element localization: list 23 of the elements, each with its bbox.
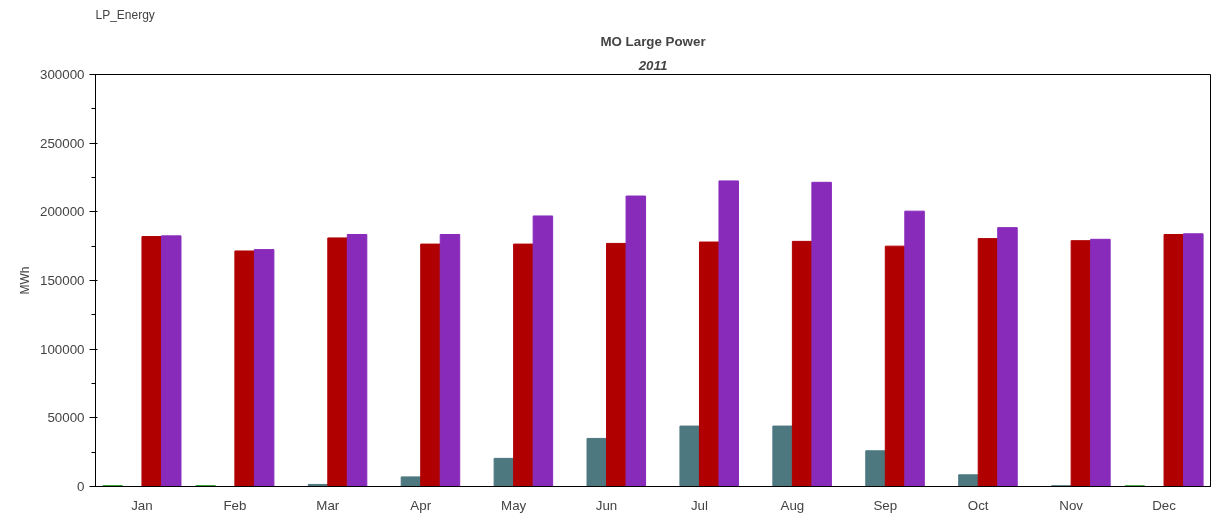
x-tick-label: May: [501, 497, 527, 513]
x-tick-label: Jan: [131, 497, 153, 513]
x-tick-label: Oct: [967, 497, 989, 513]
x-tick-label: Apr: [410, 497, 432, 513]
x-tick-label: Aug: [780, 497, 805, 513]
y-axis-title: MWh: [18, 266, 33, 295]
y-tick-label: 300000: [40, 67, 85, 82]
x-tick-label: Dec: [1152, 497, 1177, 513]
x-tick-label: Feb: [223, 497, 247, 513]
y-tick-label: 100000: [40, 341, 85, 357]
y-tick-label: 250000: [40, 135, 85, 151]
x-tick-label: Jun: [595, 497, 618, 513]
y-tick-label: 150000: [40, 273, 85, 288]
y-tick-label: 50000: [47, 410, 85, 426]
chart-subtitle: 2011: [637, 57, 668, 73]
x-tick-label: Sep: [873, 497, 898, 513]
text: LP_Energy: [95, 7, 155, 22]
x-tick-label: Jul: [690, 497, 709, 513]
x-tick-label: Mar: [316, 497, 340, 513]
x-tick-label: Nov: [1059, 497, 1084, 513]
chart-title: MO Large Power: [600, 33, 706, 49]
y-tick-label: 200000: [40, 204, 85, 220]
y-tick-label: 0: [77, 479, 85, 494]
